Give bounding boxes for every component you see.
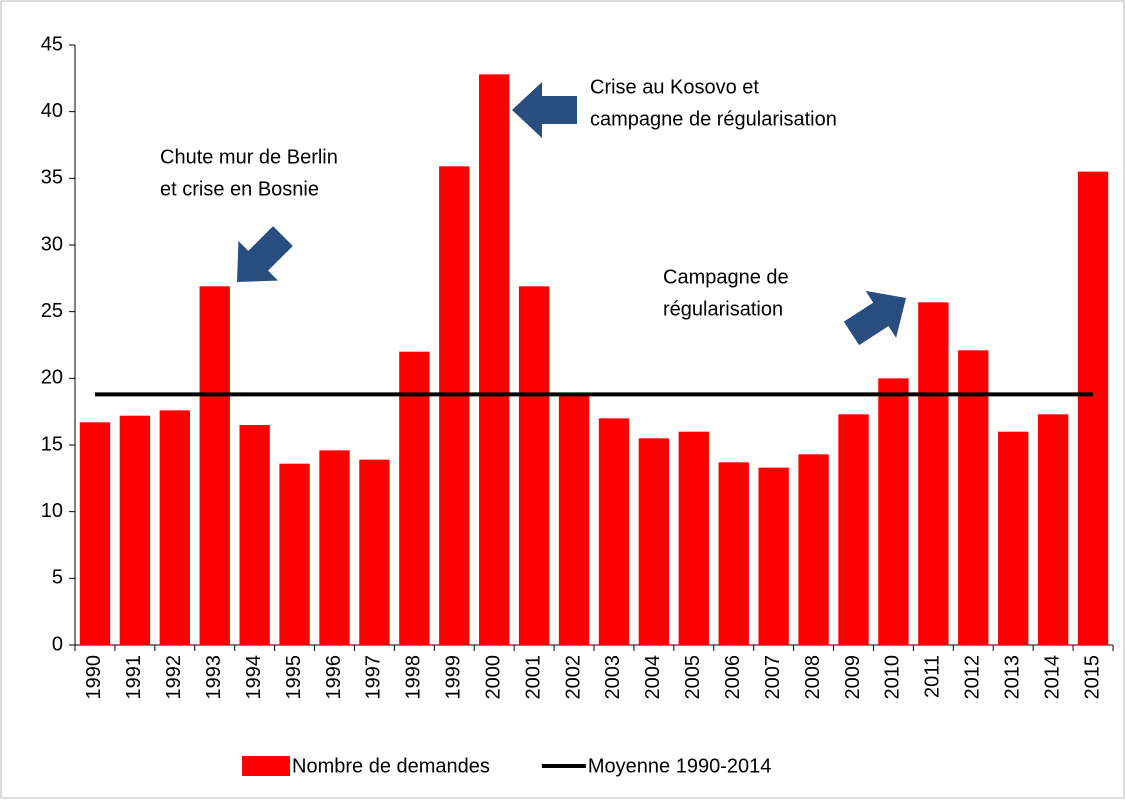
bar — [918, 302, 949, 645]
bar — [678, 431, 709, 645]
x-tick-label: 2000 — [482, 655, 504, 700]
bar — [758, 467, 789, 645]
annotation: Campagne de — [663, 266, 789, 288]
bar — [798, 454, 829, 645]
y-tick-label: 30 — [41, 233, 63, 255]
bar — [718, 462, 749, 645]
x-tick-label: 1997 — [363, 655, 385, 700]
bar — [239, 425, 270, 645]
bar — [279, 463, 310, 645]
x-tick-label: 2003 — [602, 655, 624, 700]
annotation: et crise en Bosnie — [160, 178, 319, 200]
x-tick-label: 2001 — [522, 655, 544, 700]
x-tick-label: 2005 — [682, 655, 704, 700]
bar — [79, 422, 111, 645]
bar — [359, 459, 390, 645]
bar — [479, 74, 510, 646]
x-tick-label: 1992 — [163, 655, 185, 700]
x-tick-label: 2009 — [842, 655, 864, 700]
y-tick-label: 10 — [41, 500, 63, 522]
x-tick-label: 1993 — [203, 655, 225, 700]
bar — [558, 394, 590, 645]
bar — [838, 414, 869, 645]
x-tick-label: 2007 — [762, 655, 784, 700]
bar — [878, 378, 909, 645]
x-tick-label: 2015 — [1081, 655, 1103, 700]
bar — [1077, 171, 1109, 645]
x-tick-label: 1990 — [83, 655, 105, 700]
bar — [199, 286, 230, 645]
x-tick-label: 2002 — [562, 655, 584, 700]
x-tick-label: 2006 — [722, 655, 744, 700]
x-tick-label: 2011 — [922, 655, 944, 698]
x-tick-label: 1999 — [443, 655, 465, 700]
legend-label: Nombre de demandes — [292, 755, 490, 777]
x-tick-label: 1991 — [123, 655, 145, 700]
y-tick-label: 5 — [52, 567, 63, 589]
y-tick-label: 15 — [41, 433, 63, 455]
arrow — [512, 82, 577, 138]
y-tick-label: 0 — [52, 633, 63, 655]
bar — [119, 415, 151, 645]
x-tick-label: 2008 — [802, 655, 824, 700]
x-tick-label: 2013 — [1001, 655, 1023, 700]
x-tick-label: 1995 — [283, 655, 305, 700]
x-tick-label: 1998 — [403, 655, 425, 700]
annotation: campagne de régularisation — [590, 108, 837, 130]
bar — [518, 286, 550, 645]
x-tick-label: 2012 — [962, 655, 984, 700]
x-tick-label: 1994 — [243, 655, 265, 700]
x-tick-label: 2014 — [1041, 655, 1063, 700]
x-tick-label: 2010 — [882, 655, 904, 700]
arrow — [237, 226, 293, 282]
bar — [439, 166, 470, 646]
bar — [399, 351, 430, 645]
arrow — [843, 290, 906, 346]
legend-swatch — [242, 756, 290, 776]
bar — [159, 410, 190, 645]
annotation: Chute mur de Berlin — [160, 146, 338, 168]
arrows — [237, 82, 906, 346]
annotation: régularisation — [663, 298, 783, 320]
y-tick-label: 25 — [41, 300, 63, 322]
y-tick-label: 40 — [41, 100, 63, 122]
bar — [598, 418, 630, 645]
bar — [638, 438, 670, 645]
y-tick-label: 45 — [41, 33, 63, 55]
bar — [998, 431, 1029, 645]
bar — [1037, 414, 1069, 645]
legend-label: Moyenne 1990-2014 — [588, 755, 771, 777]
y-tick-label: 35 — [41, 167, 63, 189]
x-tick-label: 1996 — [323, 655, 345, 700]
annotation: Crise au Kosovo et — [590, 76, 759, 98]
bar — [319, 450, 350, 645]
x-tick-label: 2004 — [642, 655, 664, 700]
bar — [958, 350, 989, 645]
y-tick-label: 20 — [41, 367, 63, 389]
